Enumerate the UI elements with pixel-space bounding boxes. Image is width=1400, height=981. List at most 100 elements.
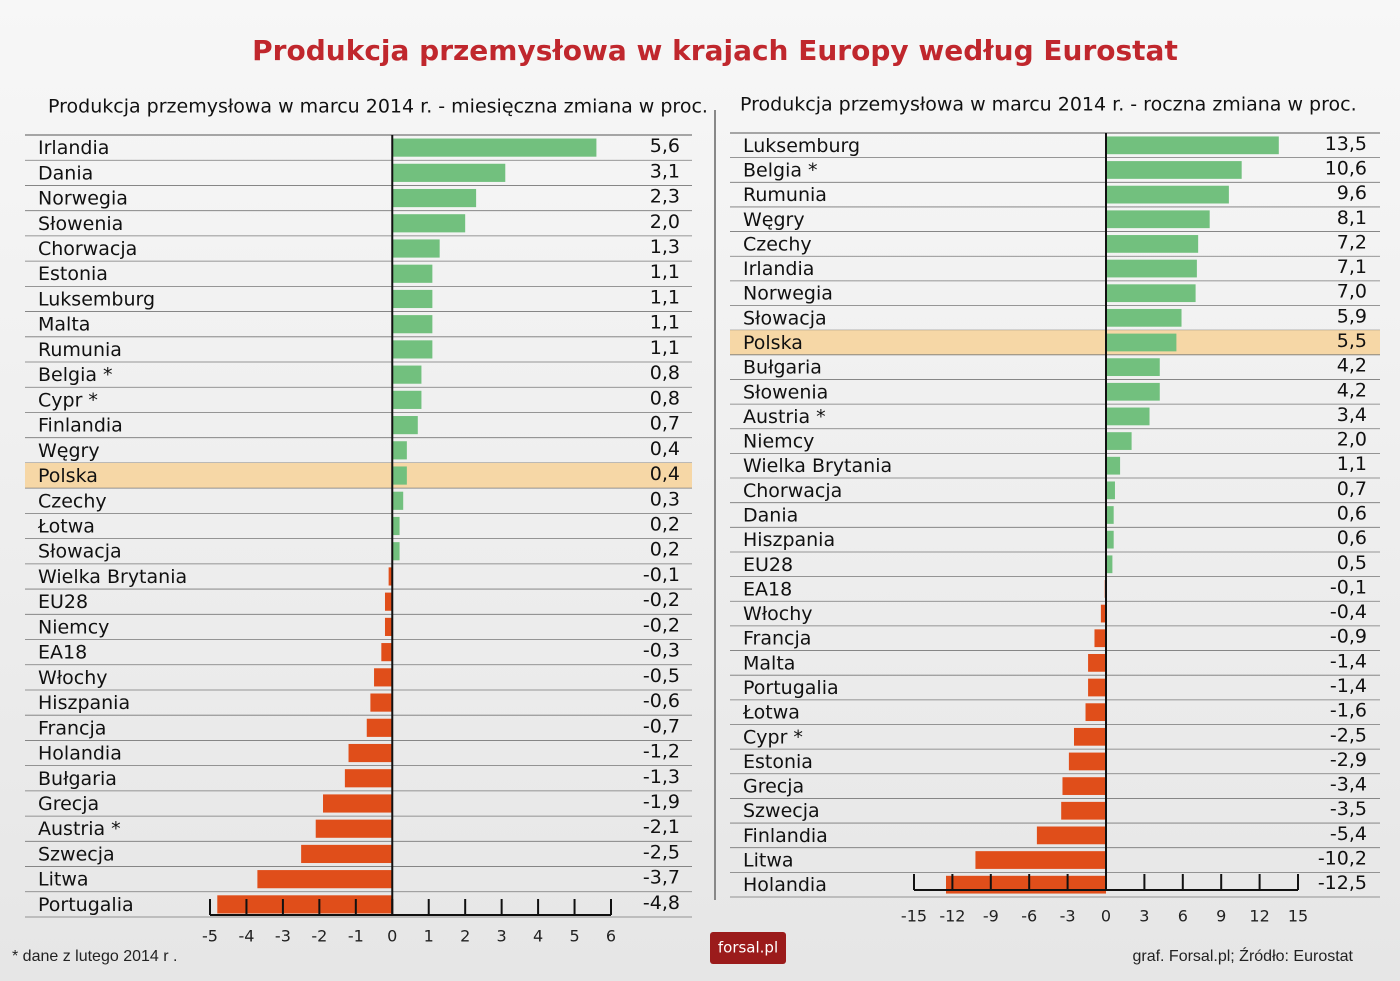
value-label: 5,9: [1337, 305, 1367, 327]
x-tick-label: 9: [1216, 907, 1226, 926]
category-label: Francja: [38, 717, 106, 739]
x-tick-label: -5: [202, 927, 218, 946]
x-tick-label: 1: [424, 927, 434, 946]
category-label: Węgry: [743, 209, 805, 231]
category-label: Słowenia: [743, 381, 828, 403]
bar: [392, 214, 466, 233]
category-label: Grecja: [38, 793, 99, 815]
category-label: Estonia: [38, 263, 108, 285]
x-tick-label: -15: [901, 907, 927, 926]
bar: [1106, 407, 1150, 426]
category-label: Czechy: [38, 490, 107, 512]
bar: [1094, 629, 1106, 648]
category-label: Węgry: [38, 440, 100, 462]
bar: [392, 390, 422, 409]
value-label: -0,2: [643, 589, 680, 611]
value-label: -5,4: [1330, 823, 1367, 845]
bar: [1106, 382, 1160, 401]
category-label: Bułgaria: [743, 357, 822, 379]
x-tick-label: -9: [983, 907, 999, 926]
value-label: -4,8: [643, 892, 680, 914]
value-label: -2,1: [643, 816, 680, 838]
x-tick-label: 3: [1139, 907, 1149, 926]
category-label: Polska: [743, 332, 803, 354]
bar: [1062, 777, 1106, 795]
bar: [392, 264, 433, 283]
value-label: 5,6: [650, 135, 680, 157]
value-label: 0,2: [650, 539, 680, 561]
x-tick-label: 15: [1288, 907, 1308, 926]
value-label: -12,5: [1318, 872, 1367, 894]
value-label: 1,1: [650, 312, 680, 334]
category-label: Łotwa: [37, 516, 95, 538]
category-label: EU28: [38, 591, 88, 613]
value-label: -0,4: [1330, 601, 1367, 623]
value-label: -1,3: [643, 766, 680, 788]
category-label: Luksemburg: [38, 288, 155, 310]
bar: [392, 416, 418, 435]
value-label: 4,2: [1337, 379, 1367, 401]
value-label: 2,3: [650, 186, 680, 208]
bar: [392, 163, 506, 182]
category-label: Austria *: [38, 818, 121, 840]
value-label: 0,7: [1337, 478, 1367, 500]
bar: [1106, 432, 1132, 450]
bar: [1106, 506, 1114, 524]
category-label: Holandia: [743, 874, 827, 896]
bar: [392, 466, 407, 485]
value-label: -1,9: [643, 791, 680, 813]
bar: [257, 870, 393, 889]
value-label: 0,8: [650, 362, 680, 384]
value-label: 0,3: [650, 488, 680, 510]
bar: [1106, 161, 1242, 179]
category-label: Estonia: [743, 751, 813, 773]
value-label: 0,7: [650, 413, 680, 435]
bar: [1106, 259, 1197, 278]
bar: [1088, 653, 1106, 672]
bar: [344, 769, 393, 788]
bar: [392, 542, 400, 561]
category-label: Portugalia: [743, 677, 839, 699]
category-label: Holandia: [38, 743, 122, 765]
bar: [388, 567, 393, 586]
footnote: * dane z lutego 2014 r .: [12, 948, 177, 965]
value-label: -3,4: [1330, 774, 1367, 796]
bar: [392, 289, 433, 309]
bar: [1061, 801, 1106, 820]
value-label: -1,6: [1330, 700, 1367, 722]
category-label: Dania: [743, 505, 798, 527]
category-label: Słowacja: [38, 541, 122, 563]
value-label: -1,4: [1330, 675, 1367, 697]
bar: [1106, 530, 1114, 549]
bar: [392, 365, 422, 384]
value-label: 5,5: [1337, 330, 1367, 352]
bar: [1088, 678, 1106, 697]
category-label: Słowacja: [743, 307, 827, 329]
bar: [392, 138, 597, 157]
bar: [384, 617, 393, 636]
value-label: 0,6: [1337, 503, 1367, 525]
category-label: Finlandia: [38, 415, 123, 437]
bar: [392, 516, 400, 536]
bar: [315, 819, 393, 838]
bar: [392, 188, 477, 208]
bar: [392, 491, 404, 510]
category-label: Cypr *: [38, 389, 98, 411]
x-tick-label: -6: [1021, 907, 1037, 926]
x-tick-label: 2: [460, 927, 470, 946]
category-label: Polska: [38, 465, 98, 487]
bar: [392, 239, 440, 258]
bar: [1068, 752, 1106, 771]
category-label: Luksemburg: [743, 135, 860, 157]
category-label: Rumunia: [38, 339, 122, 361]
value-label: 10,6: [1325, 157, 1367, 179]
category-label: EU28: [743, 554, 793, 576]
bar: [384, 592, 393, 611]
category-label: Dania: [38, 162, 93, 184]
bar: [1106, 235, 1199, 253]
value-label: -2,5: [1330, 724, 1367, 746]
category-label: Rumunia: [743, 184, 827, 206]
value-label: -3,7: [643, 867, 680, 889]
category-label: Portugalia: [38, 894, 134, 916]
category-label: Włochy: [38, 667, 108, 689]
